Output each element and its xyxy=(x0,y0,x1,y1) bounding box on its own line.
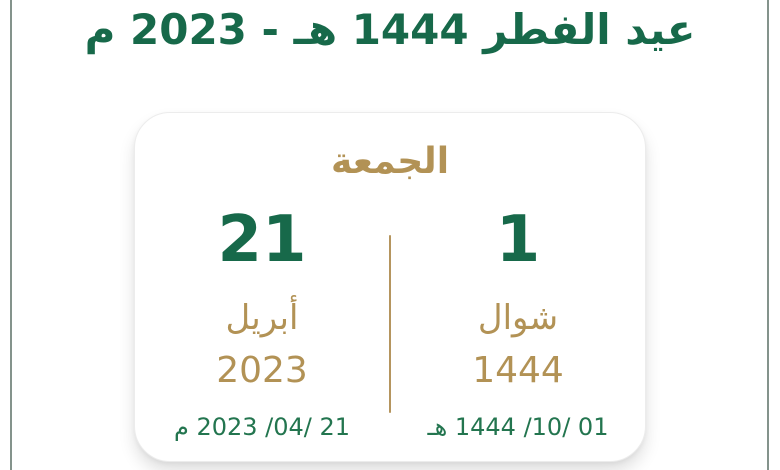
hijri-month-name: شوال xyxy=(477,297,559,338)
hijri-date-column: 1 شوال 1444 01 /10/ 1444 هـ xyxy=(391,207,645,443)
hijri-day-number: 1 xyxy=(495,203,541,278)
gregorian-date-column: 21 أبريل 2023 21 /04/ 2023 م xyxy=(135,207,389,443)
hijri-year: 1444 xyxy=(472,349,564,391)
gregorian-month-name: أبريل xyxy=(225,297,299,338)
weekday-label: الجمعة xyxy=(330,141,450,182)
date-card: الجمعة 1 شوال 1444 01 /10/ 1444 هـ 21 أب… xyxy=(134,112,646,462)
gregorian-year: 2023 xyxy=(216,349,308,391)
page-title: عيد الفطر 1444 هـ - 2023 م xyxy=(84,5,696,54)
hijri-full-date: 01 /10/ 1444 هـ xyxy=(427,413,609,442)
vertical-divider xyxy=(389,235,391,414)
gregorian-day-number: 21 xyxy=(217,203,307,278)
left-edge-line xyxy=(10,0,12,470)
date-columns: 1 شوال 1444 01 /10/ 1444 هـ 21 أبريل 202… xyxy=(135,207,645,443)
gregorian-full-date: 21 /04/ 2023 م xyxy=(173,413,351,442)
right-edge-line xyxy=(767,0,769,470)
